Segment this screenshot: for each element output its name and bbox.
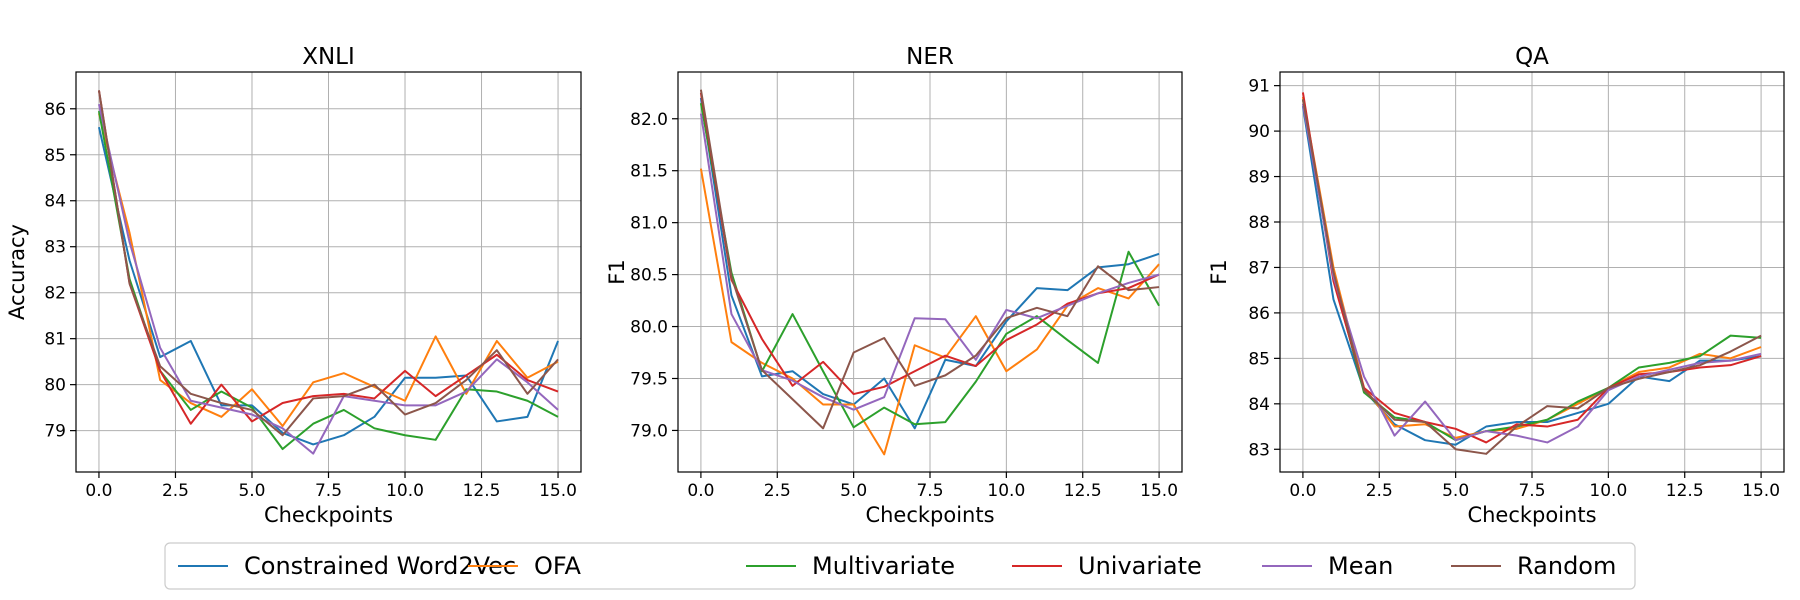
y-tick-label: 79 bbox=[44, 422, 66, 442]
y-tick-label: 82 bbox=[44, 284, 66, 304]
legend-entry-ofa: OFA bbox=[468, 552, 581, 580]
x-axis-label: Checkpoints bbox=[865, 503, 994, 527]
x-tick-label: 7.5 bbox=[1518, 481, 1545, 501]
y-tick-label: 81.5 bbox=[630, 162, 668, 182]
legend-entry-univariate: Univariate bbox=[1012, 552, 1202, 580]
panel-ner: 0.0 2.5 5.0 7.5 10.0 12.5 15.0 79.0 79.5 80.0 80.5… bbox=[605, 44, 1183, 527]
x-tick-label: 5.0 bbox=[1442, 481, 1469, 501]
y-tick-label: 86 bbox=[44, 100, 66, 120]
panel-xnli: 0.0 2.5 5.0 7.5 10.0 12.5 15.0 79 80 81 82 83 84 85 86… bbox=[5, 44, 582, 527]
y-tick-label: 84 bbox=[1248, 395, 1270, 415]
x-axis-label: Checkpoints bbox=[1467, 503, 1596, 527]
series-line-constrained-word2vec bbox=[699, 97, 1160, 430]
legend: Constrained Word2Vec OFA Multivariate Univa… bbox=[164, 542, 1636, 590]
x-axis-label: Checkpoints bbox=[264, 503, 393, 527]
y-tick-label: 80 bbox=[44, 376, 66, 396]
x-tick-label: 2.5 bbox=[764, 481, 791, 501]
series-line-mean bbox=[97, 103, 559, 455]
y-tick-label: 89 bbox=[1248, 168, 1270, 188]
x-tick-label: 10.0 bbox=[1589, 481, 1627, 501]
legend-label: Random bbox=[1517, 552, 1616, 580]
y-axis-label: F1 bbox=[1207, 259, 1231, 284]
y-tick-label: 81.0 bbox=[630, 214, 668, 234]
y-tick-label: 84 bbox=[44, 192, 66, 212]
x-tick-label: 0.0 bbox=[1289, 481, 1316, 501]
series-line-ofa bbox=[699, 168, 1160, 456]
legend-label: Univariate bbox=[1078, 552, 1202, 580]
x-tick-label: 12.5 bbox=[463, 481, 501, 501]
legend-entry-random: Random bbox=[1451, 552, 1616, 580]
x-tick-label: 12.5 bbox=[1064, 481, 1102, 501]
y-tick-label: 86 bbox=[1248, 304, 1270, 324]
legend-box bbox=[164, 542, 1636, 590]
panel-qa: 0.0 2.5 5.0 7.5 10.0 12.5 15.0 83 84 85 86 87 88 89 90… bbox=[1207, 44, 1785, 527]
panel-title: NER bbox=[906, 44, 954, 70]
y-tick-label: 81 bbox=[44, 330, 66, 350]
panel-title: XNLI bbox=[302, 44, 355, 70]
panel-title: QA bbox=[1515, 44, 1549, 70]
y-tick-label: 80.5 bbox=[630, 266, 668, 286]
x-tick-label: 10.0 bbox=[987, 481, 1025, 501]
legend-entry-multivariate: Multivariate bbox=[746, 552, 955, 580]
x-tick-label: 7.5 bbox=[916, 481, 943, 501]
legend-entry-mean: Mean bbox=[1262, 552, 1393, 580]
y-tick-label: 91 bbox=[1248, 77, 1270, 97]
series-line-mean bbox=[699, 113, 1160, 411]
series-line-univariate bbox=[1301, 92, 1762, 444]
y-tick-label: 82.0 bbox=[630, 110, 668, 130]
x-tick-label: 15.0 bbox=[1140, 481, 1178, 501]
series-line-multivariate bbox=[699, 102, 1160, 429]
x-tick-label: 5.0 bbox=[238, 481, 265, 501]
series-line-constrained-word2vec bbox=[97, 126, 559, 446]
x-tick-label: 15.0 bbox=[1742, 481, 1780, 501]
y-tick-label: 79.5 bbox=[630, 369, 668, 389]
y-axis-label: F1 bbox=[605, 259, 629, 284]
series-line-random bbox=[97, 90, 559, 437]
y-tick-label: 88 bbox=[1248, 213, 1270, 233]
x-tick-label: 2.5 bbox=[1366, 481, 1393, 501]
y-tick-label: 79.0 bbox=[630, 421, 668, 441]
x-tick-label: 15.0 bbox=[539, 481, 577, 501]
x-tick-label: 0.0 bbox=[687, 481, 714, 501]
legend-label: Mean bbox=[1328, 552, 1393, 580]
y-tick-label: 83 bbox=[1248, 440, 1270, 460]
series-line-multivariate bbox=[97, 110, 559, 451]
y-tick-label: 90 bbox=[1248, 122, 1270, 142]
series-line-random bbox=[699, 89, 1160, 430]
x-tick-label: 10.0 bbox=[386, 481, 424, 501]
y-axis-label: Accuracy bbox=[5, 224, 29, 320]
x-tick-label: 0.0 bbox=[85, 481, 112, 501]
y-tick-label: 87 bbox=[1248, 258, 1270, 278]
x-tick-label: 12.5 bbox=[1666, 481, 1704, 501]
y-tick-label: 83 bbox=[44, 238, 66, 258]
legend-label: Multivariate bbox=[812, 552, 955, 580]
panels: 0.0 2.5 5.0 7.5 10.0 12.5 15.0 79 80 81 82 83 84 85 86… bbox=[5, 44, 1785, 527]
y-tick-label: 85 bbox=[1248, 349, 1270, 369]
x-tick-label: 7.5 bbox=[315, 481, 342, 501]
y-tick-label: 85 bbox=[44, 146, 66, 166]
series-line-random bbox=[1301, 99, 1762, 455]
legend-label: OFA bbox=[534, 552, 581, 580]
y-tick-label: 80.0 bbox=[630, 318, 668, 338]
x-tick-label: 2.5 bbox=[162, 481, 189, 501]
x-tick-label: 5.0 bbox=[840, 481, 867, 501]
